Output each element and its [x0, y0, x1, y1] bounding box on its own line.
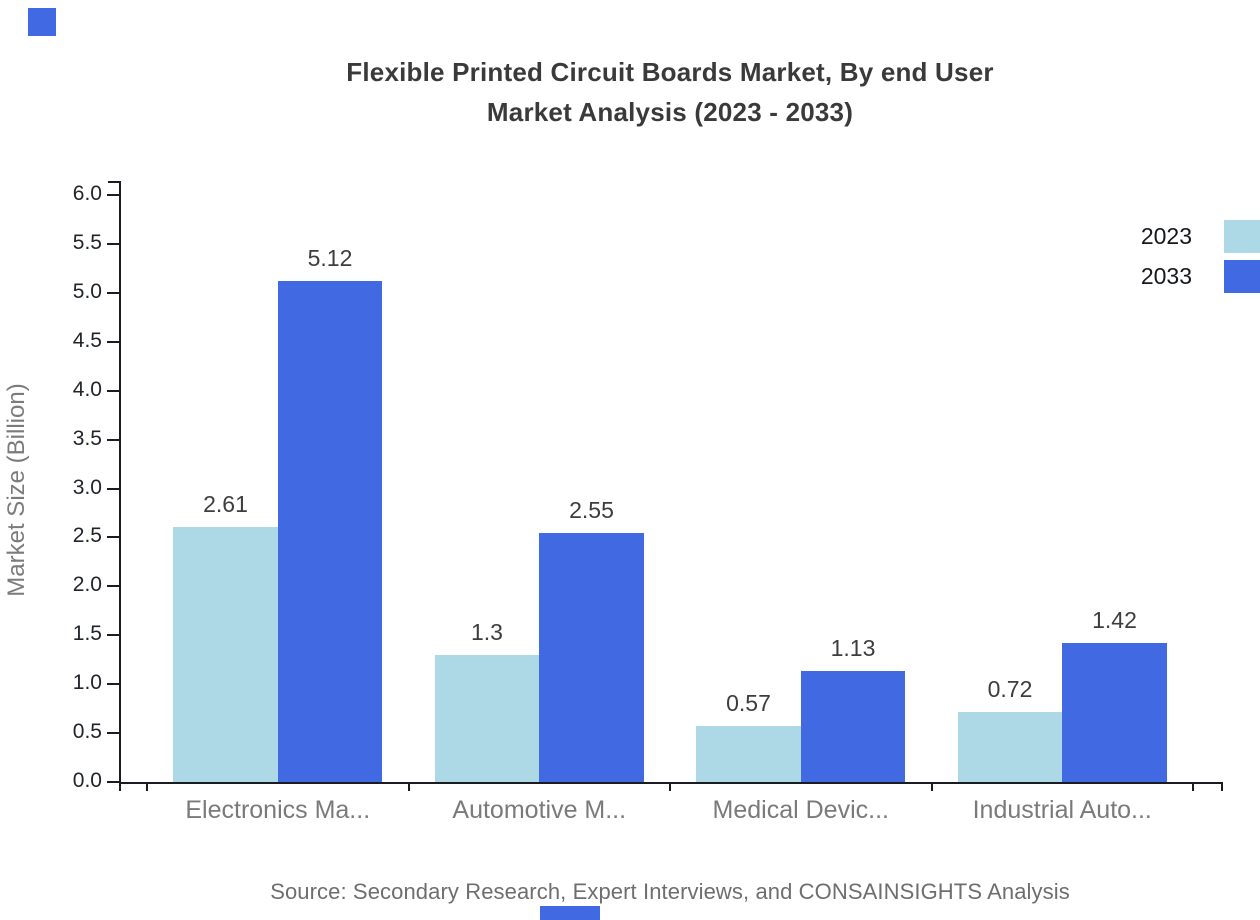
y-tick-label: 1.0: [72, 671, 102, 695]
x-category-label: Automotive M...: [452, 796, 627, 824]
y-tick-mark: [107, 438, 120, 441]
chart-title: Flexible Printed Circuit Boards Market, …: [80, 52, 1260, 132]
bar-2023-cat4: [957, 712, 1063, 782]
bar-value-label: 2.55: [569, 497, 614, 523]
y-tick-mark: [107, 291, 120, 294]
x-category-label: Medical Devic...: [712, 796, 889, 824]
y-axis-title: Market Size (Billion): [3, 383, 30, 597]
bar-2023-cat1: [173, 527, 278, 782]
x-category-label: Industrial Auto...: [972, 796, 1152, 824]
y-tick-mark: [107, 732, 120, 735]
brand-corner-square: [28, 8, 56, 36]
bar-value-label: 2.61: [203, 491, 248, 517]
y-tick-label: 6.0: [72, 182, 102, 205]
y-tick-label: 5.0: [72, 279, 102, 303]
y-tick-mark: [107, 487, 120, 490]
x-axis-line: [119, 782, 1223, 784]
y-tick-label: 0.5: [72, 720, 102, 744]
x-tick-mark: [407, 782, 410, 791]
bar-value-label: 1.13: [830, 635, 876, 661]
y-tick-mark: [107, 536, 120, 539]
y-tick-label: 4.5: [72, 328, 102, 352]
legend-swatch-2033: [1224, 260, 1260, 293]
y-tick-label: 3.5: [72, 426, 102, 450]
bar-2023-cat3: [696, 726, 801, 782]
x-tick-mark: [146, 782, 148, 791]
chart-title-line2: Market Analysis (2023 - 2033): [486, 97, 854, 127]
y-tick-mark: [107, 634, 120, 637]
brand-bottom-tab: [540, 906, 600, 920]
y-tick-mark: [107, 242, 120, 245]
y-tick-mark: [107, 340, 120, 343]
y-tick-label: 5.5: [72, 230, 102, 254]
bar-2033-cat4: [1062, 643, 1167, 782]
chart-title-line1: Flexible Printed Circuit Boards Market, …: [346, 57, 994, 87]
y-tick-label: 0.0: [72, 769, 102, 792]
legend-label-2023: 2023: [1140, 223, 1192, 249]
y-tick-mark: [107, 781, 120, 783]
x-category-label: Electronics Ma...: [185, 796, 371, 824]
y-tick-label: 3.0: [72, 475, 102, 499]
y-tick-label: 1.5: [72, 622, 102, 646]
bar-value-label: 0.57: [726, 690, 771, 716]
y-axis-line: [119, 181, 121, 791]
bar-value-label: 1.3: [471, 619, 503, 645]
x-tick-mark: [930, 782, 933, 791]
y-tick-mark: [107, 194, 120, 196]
x-axis-end-tick: [1221, 782, 1223, 791]
x-tick-mark: [669, 782, 671, 791]
x-tick-mark: [1192, 782, 1194, 791]
y-tick-mark: [107, 389, 120, 392]
bar-2023-cat2: [434, 655, 540, 782]
source-note: Source: Secondary Research, Expert Inter…: [270, 879, 1070, 904]
bar-2033-cat1: [277, 281, 383, 782]
legend-label-2033: 2033: [1140, 263, 1192, 289]
y-tick-label: 2.5: [72, 524, 102, 548]
bar-value-label: 0.72: [987, 676, 1033, 702]
bar-value-label: 5.12: [307, 245, 353, 271]
y-tick-label: 4.0: [72, 377, 102, 401]
legend-swatch-2023: [1224, 220, 1260, 253]
y-tick-mark: [107, 585, 120, 588]
y-tick-label: 2.0: [72, 573, 102, 597]
bar-2033-cat2: [539, 533, 644, 782]
bar-value-label: 1.42: [1092, 607, 1137, 633]
y-tick-mark: [107, 683, 120, 686]
bar-2033-cat3: [800, 671, 906, 782]
y-axis-top-cap: [108, 181, 121, 183]
